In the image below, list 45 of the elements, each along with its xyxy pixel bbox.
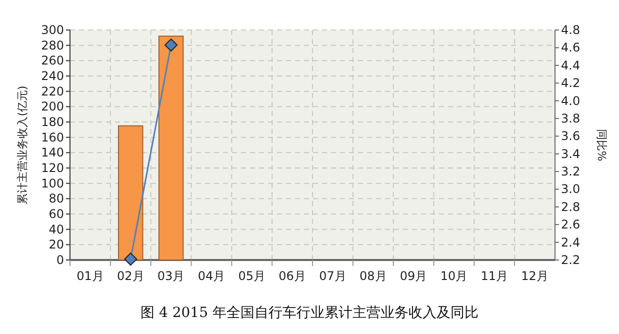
y2-tick-label: 2.2 (561, 253, 580, 267)
y-tick-label: 180 (41, 115, 64, 129)
x-tick-label: 11月 (480, 269, 508, 283)
y-tick-label: 40 (48, 222, 64, 236)
y2-tick-label: 4.0 (561, 94, 580, 108)
y-tick-label: 160 (41, 130, 64, 144)
x-tick-label: 02月 (116, 269, 144, 283)
y-tick-label: 80 (48, 192, 64, 206)
y-tick-label: 140 (41, 146, 64, 160)
text: 图 4 2015 年全国自行车行业累计主营业务收入及同比 (140, 305, 478, 321)
y-tick-label: 0 (56, 253, 64, 267)
x-tick-label: 01月 (76, 269, 104, 283)
y2-tick-label: 4.2 (561, 76, 580, 90)
y-tick-label: 220 (41, 84, 64, 98)
y2-tick-label: 3.6 (561, 129, 580, 144)
x-tick-label: 07月 (319, 269, 346, 283)
y2-tick-label: 2.8 (561, 200, 580, 214)
y2-tick-label: 4.4 (561, 58, 580, 72)
y2-axis-title: 同比% (595, 128, 608, 162)
x-tick-label: 10月 (440, 269, 468, 283)
y-tick-label: 300 (41, 23, 64, 37)
x-tick-label: 06月 (278, 269, 306, 283)
y-tick-label: 280 (41, 38, 64, 52)
x-tick-label: 12月 (521, 269, 548, 283)
y-tick-label: 20 (48, 238, 64, 252)
y2-tick-label: 3.0 (561, 182, 580, 196)
x-tick-label: 05月 (238, 269, 266, 283)
x-tick-label: 08月 (359, 269, 387, 283)
y-tick-label: 240 (41, 69, 64, 83)
y-tick-label: 120 (41, 161, 64, 175)
y-tick-label: 260 (41, 54, 64, 68)
y-tick-label: 100 (41, 176, 64, 190)
x-tick-label: 03月 (157, 269, 185, 283)
y2-tick-label: 3.8 (561, 111, 580, 126)
y-tick-label: 200 (41, 100, 64, 114)
y-axis-title: 累计主营业务收入(亿元) (16, 86, 29, 204)
y2-tick-label: 4.8 (561, 23, 580, 37)
y2-tick-label: 2.6 (561, 218, 580, 232)
y2-tick-label: 3.2 (561, 164, 580, 179)
y2-tick-label: 2.4 (561, 235, 580, 250)
y2-tick-label: 4.6 (561, 40, 580, 55)
y-tick-label: 60 (48, 207, 64, 221)
y2-tick-label: 3.4 (561, 146, 580, 161)
x-tick-label: 09月 (400, 269, 428, 283)
x-tick-label: 04月 (198, 269, 226, 283)
